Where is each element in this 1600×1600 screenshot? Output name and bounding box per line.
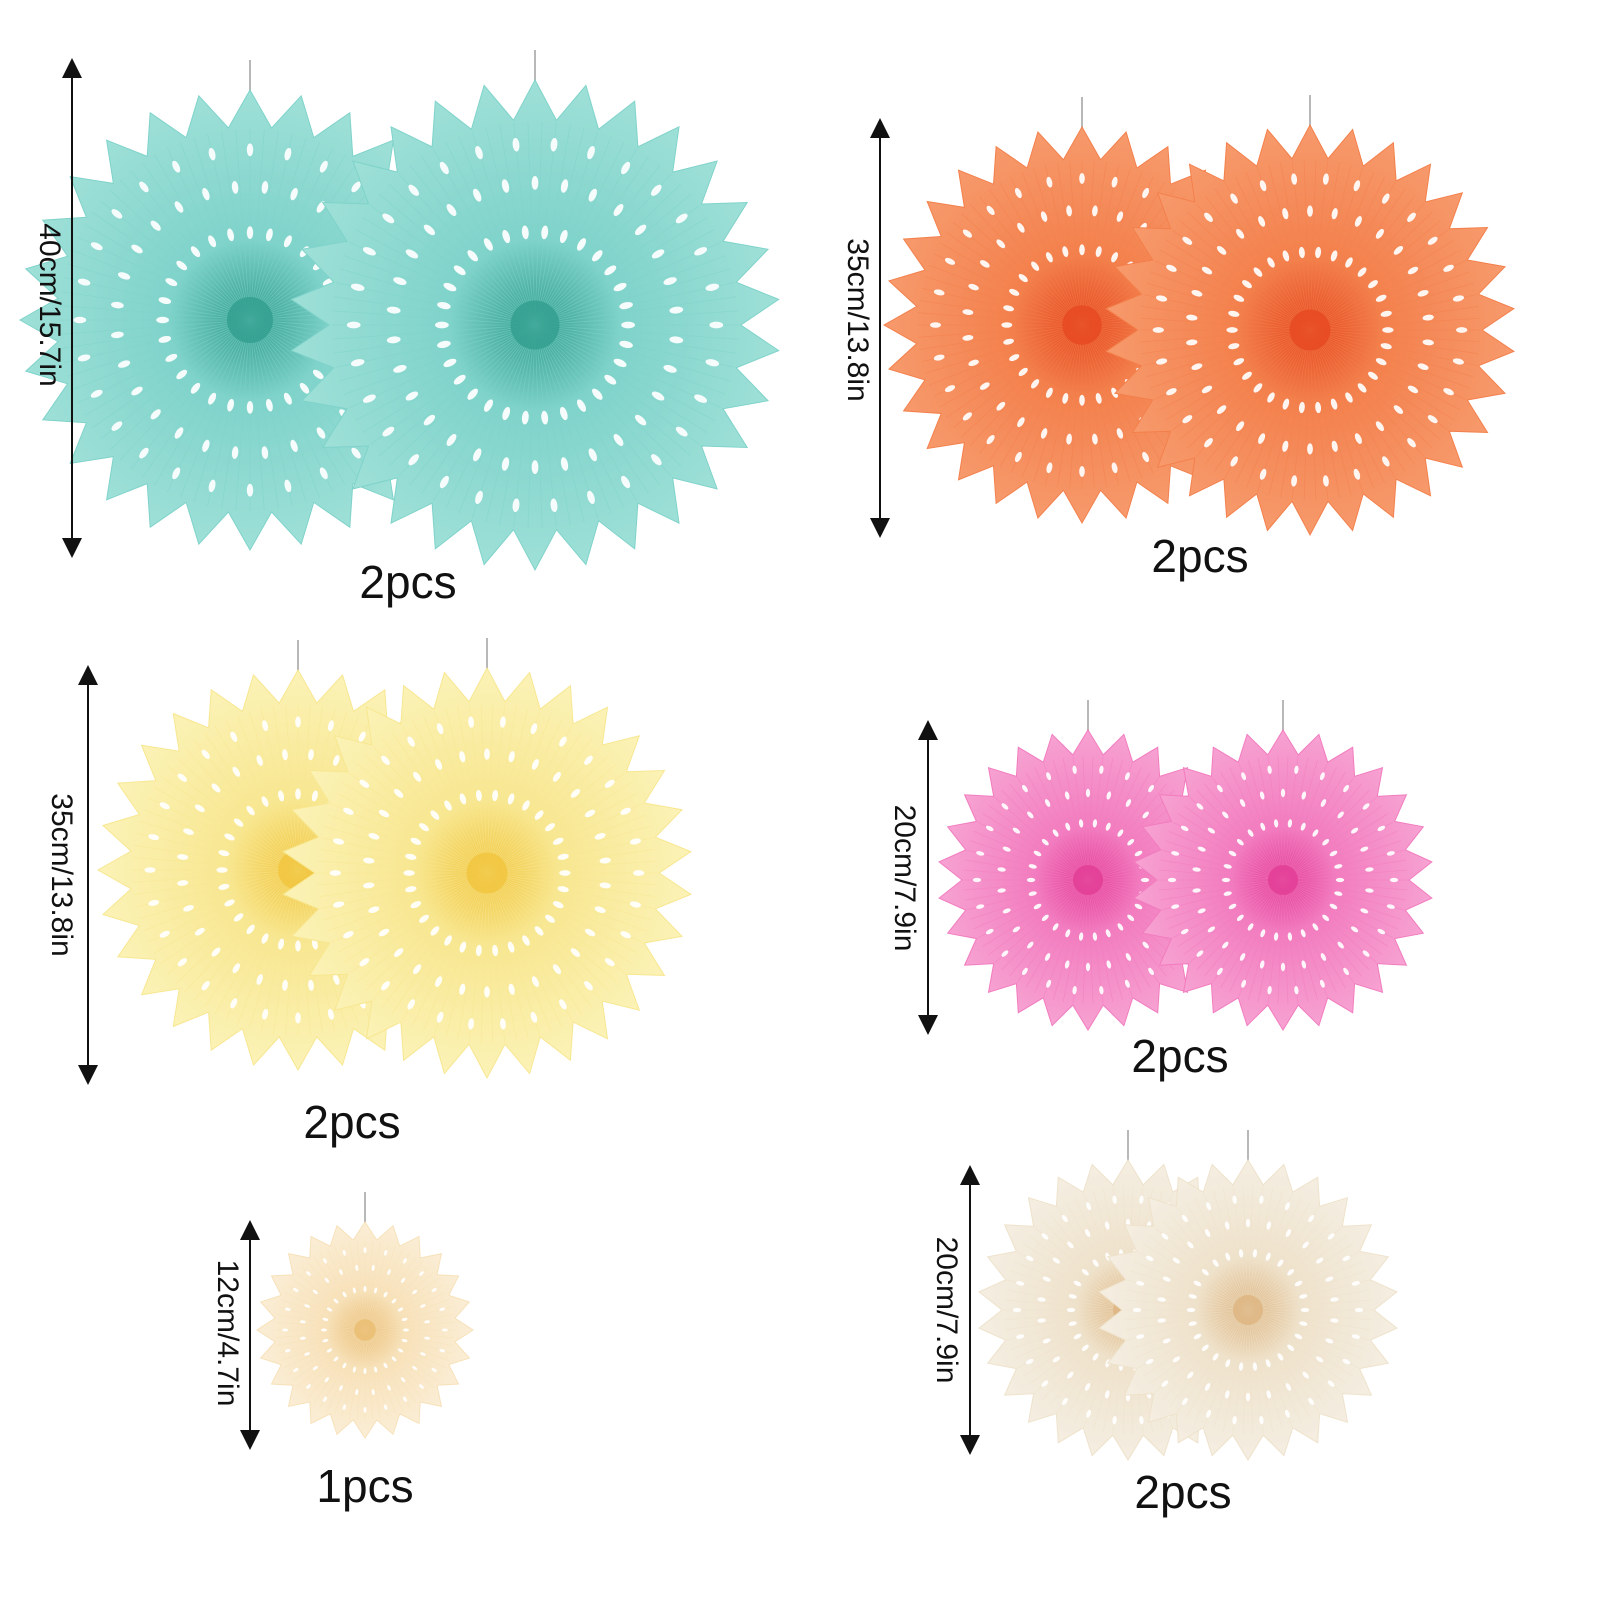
size-label: 12cm/4.7in <box>211 1260 244 1407</box>
quantity-label: 1pcs <box>316 1460 413 1512</box>
fan-group-orange: 35cm/13.8in 2pcs <box>841 95 1515 582</box>
fan-yellow-front <box>282 638 692 1080</box>
quantity-label: 2pcs <box>359 556 456 608</box>
fan-group-pink: 20cm/7.9in 2pcs <box>888 700 1433 1082</box>
fan-group-cream-small: 12cm/4.7in 1pcs <box>211 1192 474 1512</box>
fan-group-turquoise: 40cm/15.7in 2pcs <box>18 50 780 608</box>
quantity-label: 2pcs <box>1151 530 1248 582</box>
fan-pink-front <box>1133 700 1433 1031</box>
fan-orange-front <box>1105 95 1515 537</box>
fan-turquoise-front <box>290 50 780 572</box>
size-label: 35cm/13.8in <box>45 793 78 956</box>
size-label: 20cm/7.9in <box>930 1237 963 1384</box>
quantity-label: 2pcs <box>1134 1466 1231 1518</box>
size-label: 40cm/15.7in <box>33 223 66 386</box>
size-label: 35cm/13.8in <box>841 238 874 401</box>
fan-group-cream: 20cm/7.9in 2pcs <box>930 1130 1398 1518</box>
fan-cream-front <box>1098 1130 1398 1461</box>
fan-cream-small <box>256 1192 474 1439</box>
size-label: 20cm/7.9in <box>888 805 921 952</box>
quantity-label: 2pcs <box>1131 1030 1228 1082</box>
fan-group-yellow: 35cm/13.8in 2pcs <box>45 638 692 1148</box>
quantity-label: 2pcs <box>303 1096 400 1148</box>
